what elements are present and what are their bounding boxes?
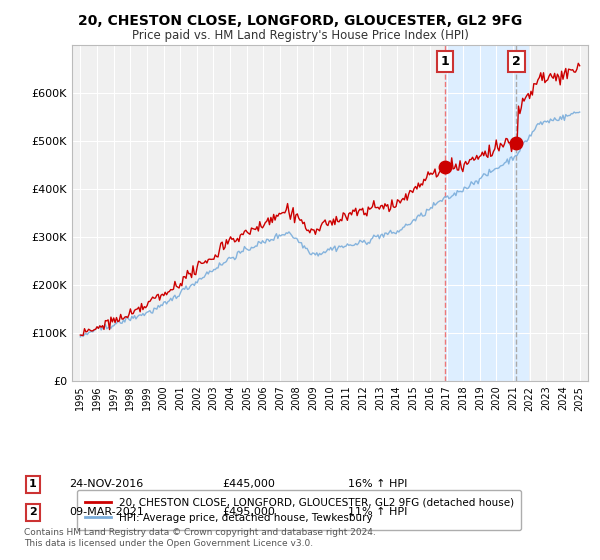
Text: 2: 2: [512, 55, 521, 68]
Legend: 20, CHESTON CLOSE, LONGFORD, GLOUCESTER, GL2 9FG (detached house), HPI: Average : 20, CHESTON CLOSE, LONGFORD, GLOUCESTER,…: [77, 490, 521, 530]
Text: 16% ↑ HPI: 16% ↑ HPI: [348, 479, 407, 489]
Text: 09-MAR-2021: 09-MAR-2021: [69, 507, 144, 517]
Text: Contains HM Land Registry data © Crown copyright and database right 2024.
This d: Contains HM Land Registry data © Crown c…: [24, 528, 376, 548]
Text: 1: 1: [440, 55, 449, 68]
Text: Price paid vs. HM Land Registry's House Price Index (HPI): Price paid vs. HM Land Registry's House …: [131, 29, 469, 42]
Text: 24-NOV-2016: 24-NOV-2016: [69, 479, 143, 489]
Text: 2: 2: [29, 507, 37, 517]
Text: 1: 1: [29, 479, 37, 489]
Text: 20, CHESTON CLOSE, LONGFORD, GLOUCESTER, GL2 9FG: 20, CHESTON CLOSE, LONGFORD, GLOUCESTER,…: [78, 14, 522, 28]
Text: 11% ↑ HPI: 11% ↑ HPI: [348, 507, 407, 517]
Bar: [445, 45, 528, 381]
Text: £495,000: £495,000: [222, 507, 275, 517]
Text: £445,000: £445,000: [222, 479, 275, 489]
